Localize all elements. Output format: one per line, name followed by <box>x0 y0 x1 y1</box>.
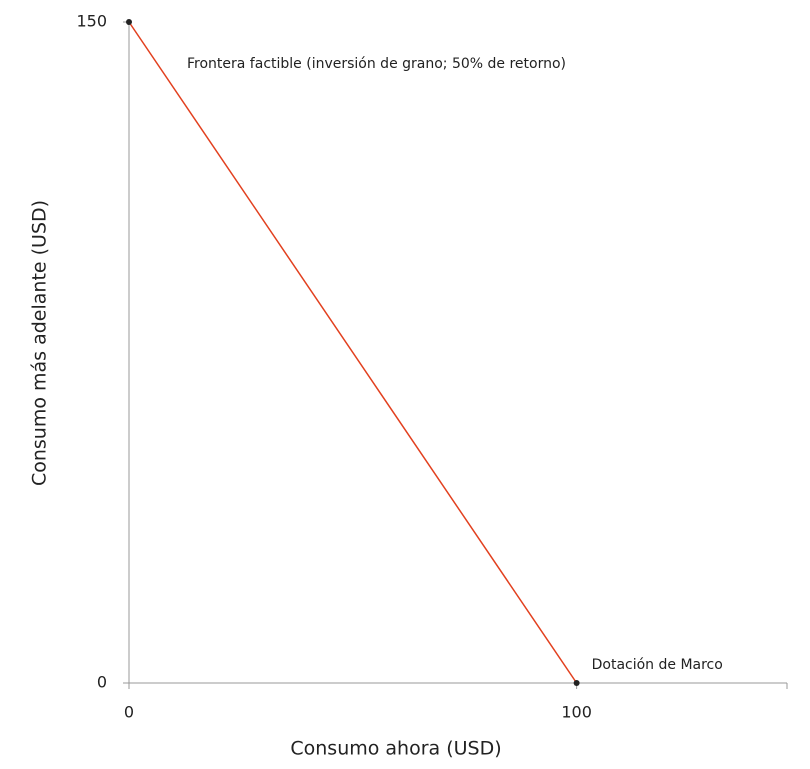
frontier-line <box>128 21 578 684</box>
annotation: Frontera factible (inversión de grano; 5… <box>187 56 566 72</box>
annotation: Dotación de Marco <box>592 657 723 673</box>
point <box>126 19 132 25</box>
y-axis-label: Consumo más adelante (USD) <box>29 200 51 486</box>
x-tick-label: 100 <box>561 703 592 722</box>
x-tick-label: 0 <box>124 703 134 722</box>
y-tick-label: 150 <box>76 12 107 31</box>
y-tick-label: 0 <box>97 673 107 692</box>
x-axis-label: Consumo ahora (USD) <box>290 738 501 760</box>
point <box>573 680 580 686</box>
